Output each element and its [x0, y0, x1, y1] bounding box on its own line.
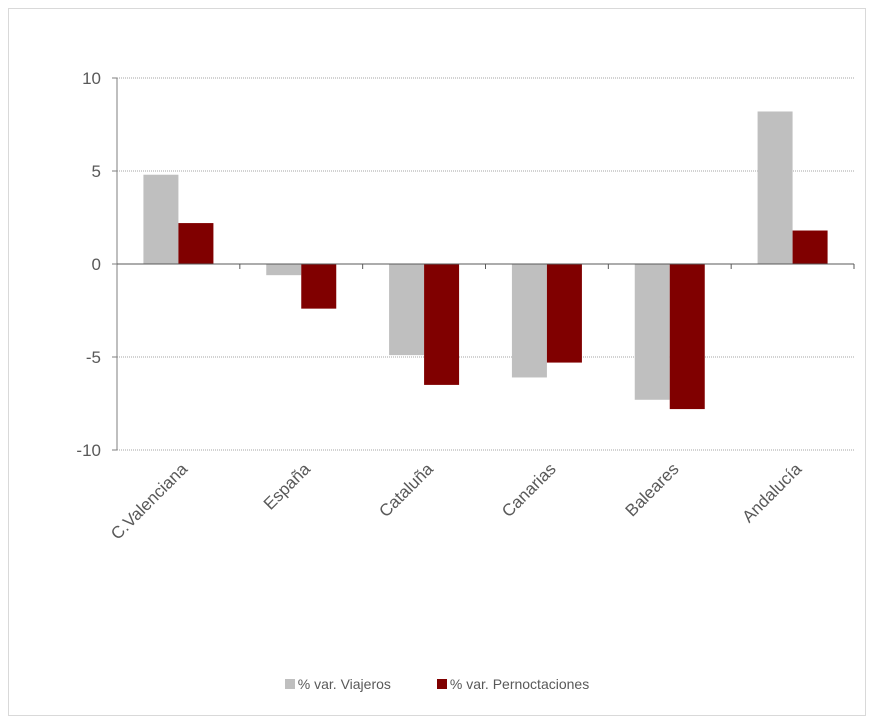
- legend-item-viajeros: % var. Viajeros: [284, 676, 391, 692]
- legend-swatch-viajeros: [284, 679, 295, 689]
- legend-item-pernoctaciones: % var. Pernoctaciones: [436, 676, 590, 692]
- bar-viajeros: [266, 264, 302, 276]
- category-label: Cataluña: [375, 459, 437, 521]
- bar-viajeros: [511, 264, 547, 378]
- bar-pernoctaciones: [301, 264, 337, 309]
- category-label: C.Valenciana: [107, 459, 191, 543]
- legend-label-viajeros: % var. Viajeros: [297, 676, 391, 692]
- bar-viajeros: [143, 174, 179, 264]
- y-tick-label: -10: [76, 441, 101, 460]
- bar-pernoctaciones: [178, 223, 214, 264]
- legend: % var. Viajeros % var. Pernoctaciones: [0, 676, 874, 692]
- y-tick-label: 5: [92, 162, 101, 181]
- bar-viajeros: [757, 111, 793, 264]
- bar-viajeros: [389, 264, 425, 356]
- bar-pernoctaciones: [669, 264, 705, 410]
- bar-pernoctaciones: [792, 230, 828, 264]
- legend-label-pernoctaciones: % var. Pernoctaciones: [449, 676, 590, 692]
- bars: [143, 111, 828, 410]
- bar-pernoctaciones: [546, 264, 582, 363]
- y-tick-label: -5: [86, 348, 101, 367]
- category-label: Baleares: [622, 459, 683, 520]
- y-tick-label: 10: [82, 69, 101, 88]
- legend-swatch-pernoctaciones: [436, 679, 447, 689]
- y-tick-label: 0: [92, 255, 101, 274]
- category-label: España: [260, 459, 315, 514]
- category-label: Canarias: [498, 459, 560, 521]
- bar-pernoctaciones: [424, 264, 460, 385]
- category-label: Andalucía: [739, 459, 806, 526]
- gridlines: [117, 77, 854, 451]
- axes: [112, 77, 855, 451]
- bar-viajeros: [634, 264, 670, 400]
